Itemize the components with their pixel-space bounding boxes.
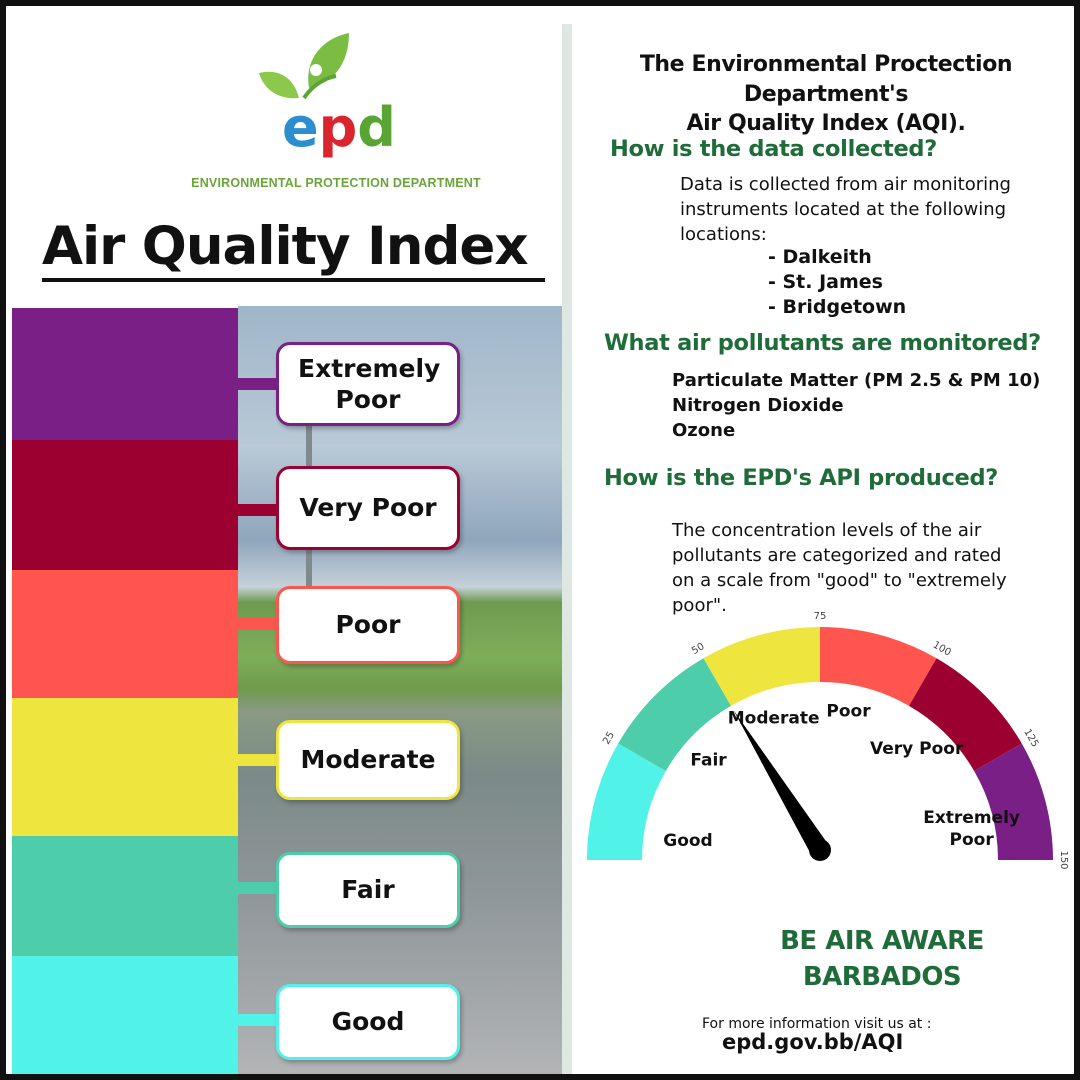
gauge-segment <box>703 627 820 706</box>
gauge-needle <box>733 710 829 855</box>
label-extremely-poor: Extremely Poor <box>276 342 460 426</box>
section-title: The Environmental Proctection Department… <box>639 52 1013 137</box>
right-panel: The Environmental Proctection Department… <box>572 6 1074 1074</box>
gauge-segment <box>820 627 937 706</box>
band-extremely-poor <box>12 308 238 440</box>
slogan-line-1: BE AIR AWARE <box>780 926 984 956</box>
pollutant-item: Particulate Matter (PM 2.5 & PM 10) <box>672 370 1041 391</box>
question-pollutants: What air pollutants are monitored? <box>604 330 1041 356</box>
gauge-segment <box>974 743 1053 860</box>
api-explanation-text: The concentration levels of the air poll… <box>672 520 1007 616</box>
location-item: - Bridgetown <box>768 296 907 318</box>
location-item: - St. James <box>768 271 883 293</box>
road-photo <box>238 306 562 1074</box>
gauge-tick-label: 75 <box>814 611 827 622</box>
question-data-collected: How is the data collected? <box>610 136 937 162</box>
left-panel: epd ENVIRONMENTAL PROTECTION DEPARTMENT … <box>6 6 562 1074</box>
gauge-segment-label: Very Poor <box>870 739 964 759</box>
pollutant-item: Nitrogen Dioxide <box>672 395 844 416</box>
gauge-tick-label: 125 <box>1021 727 1040 749</box>
band-very-poor <box>12 440 238 570</box>
label-fair: Fair <box>276 852 460 928</box>
data-collection-text: Data is collected from air monitoring in… <box>680 174 1011 245</box>
logo-caption: ENVIRONMENTAL PROTECTION DEPARTMENT <box>191 176 481 190</box>
location-item: - Dalkeith <box>768 246 872 268</box>
gauge-segment-label: Extremely Poor <box>923 808 1020 850</box>
band-poor <box>12 570 238 698</box>
label-poor: Poor <box>276 586 460 664</box>
gauge-tick-label: 150 <box>1058 850 1069 869</box>
question-api-produced: How is the EPD's API produced? <box>604 465 999 491</box>
gauge-segment-label: Moderate <box>728 708 820 728</box>
gauge-tick-label: 100 <box>931 640 953 659</box>
gauge-segment <box>618 658 731 771</box>
gauge-segment-label: Fair <box>690 751 727 771</box>
page-title: Air Quality Index <box>42 216 529 277</box>
aqi-gauge: 25 50 75 100 125 150 Good Fair Moderate Poor Very … <box>587 611 1069 870</box>
info-text: For more information visit us at : <box>702 1016 932 1032</box>
website-link[interactable]: epd.gov.bb/AQI <box>722 1030 904 1054</box>
gauge-segment-label: Poor <box>826 702 871 722</box>
divider <box>562 24 572 1074</box>
gauge-tick-label: 25 <box>601 730 617 747</box>
title-underline <box>42 278 545 282</box>
pollutant-item: Ozone <box>672 420 736 441</box>
band-fair <box>12 836 238 956</box>
slogan-line-2: BARBADOS <box>802 962 962 992</box>
band-good <box>12 956 238 1074</box>
gauge-needle-hub <box>809 839 831 861</box>
gauge-segment <box>909 658 1022 771</box>
label-very-poor: Very Poor <box>276 466 460 550</box>
label-good: Good <box>276 984 460 1060</box>
gauge-tick-label: 50 <box>690 641 707 657</box>
epd-logo: epd <box>259 33 396 159</box>
band-moderate <box>12 698 238 836</box>
label-moderate: Moderate <box>276 720 460 800</box>
gauge-segment <box>587 743 666 860</box>
logo-wordmark: epd <box>282 96 396 159</box>
gauge-segment-label: Good <box>663 831 712 851</box>
